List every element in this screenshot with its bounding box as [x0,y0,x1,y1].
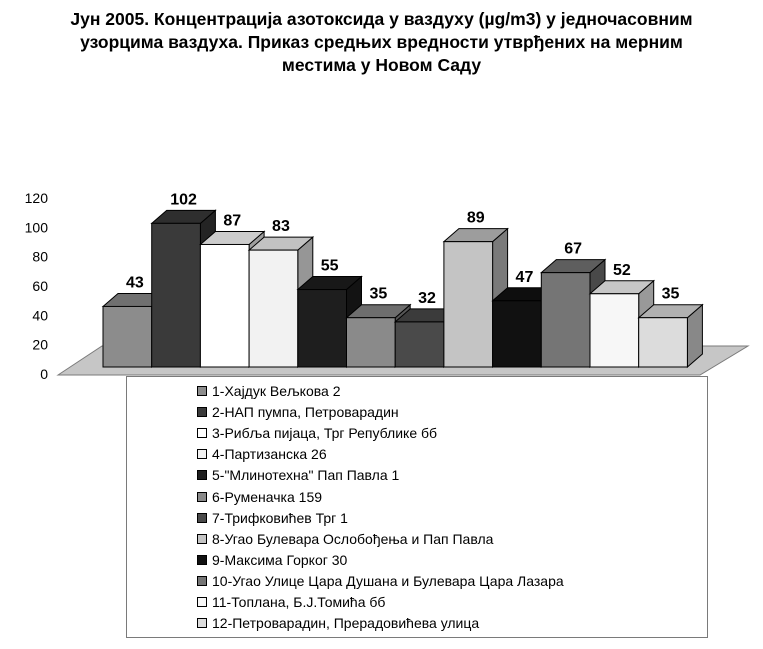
legend-swatch [197,597,207,607]
bar-8 [442,227,509,369]
legend-label: 9-Максима Горког 30 [212,551,348,568]
legend-item: 9-Максима Горког 30 [197,550,347,570]
data-label-12: 35 [662,286,680,303]
legend-swatch [197,575,207,586]
bar-front-face [638,317,688,368]
y-tick-label: 40 [32,307,48,323]
legend-label: 2-НАП пумпа, Петроварадин [212,404,399,421]
legend-label: 3-Рибља пијаца, Трг Републике бб [212,425,438,442]
bar-front-face [151,222,201,368]
y-tick-label: 80 [32,249,48,265]
bar-front-face [297,289,347,368]
y-tick-label: 20 [32,337,48,353]
chart-title-line-3: местима у Новом Саду [281,55,482,75]
legend-label: 12-Петроварадин, Прерадовићева улица [212,615,480,632]
legend-swatch [197,512,207,523]
data-label-9: 47 [516,269,534,286]
y-tick-label: 60 [32,278,48,294]
bar-front-face [346,317,396,368]
legend-label: 8-Угао Булевара Ослобођења и Пап Павла [212,530,494,547]
legend-label: 1-Хајдук Вељкова 2 [212,383,341,399]
legend-swatch [197,407,207,418]
legend-item: 10-Угао Улице Цара Душана и Булевара Цар… [197,571,564,591]
legend-item: 2-НАП пумпа, Петроварадин [197,402,399,422]
legend-label: 11-Топлана, Б.Ј.Томића бб [212,594,386,610]
legend: 1-Хајдук Вељкова 2 2-НАП пумпа, Петровара… [126,376,708,638]
legend-item: 6-Руменачка 159 [197,487,322,507]
data-label-2: 102 [170,191,197,208]
legend-item: 4-Партизанска 26 [197,444,327,464]
legend-item: 11-Топлана, Б.Ј.Томића бб [197,592,385,612]
legend-label: 7-Трифковићев Трг 1 [212,509,348,526]
legend-swatch [197,533,207,544]
data-label-3: 87 [223,212,241,229]
data-label-6: 35 [369,286,387,303]
legend-label: 10-Угао Улице Цара Душана и Булевара Цар… [212,572,564,589]
bar-12 [637,303,704,369]
legend-swatch [197,386,207,396]
data-label-10: 67 [564,241,582,258]
legend-swatch [197,491,207,502]
legend-item: 5-"Млинотехна" Пап Павла 1 [197,465,399,485]
legend-swatch [197,428,207,439]
chart-title-line-1: Јун 2005. Концентрација азотоксида у ваз… [70,9,693,29]
legend-swatch [197,449,207,460]
legend-swatch [197,618,207,629]
legend-item: 8-Угао Булевара Ослобођења и Пап Павла [197,529,493,549]
legend-label: 4-Партизанска 26 [212,446,327,463]
chart-title-line-2: узорцима ваздуха. Приказ средњих вреднос… [80,32,683,52]
legend-item: 7-Трифковићев Трг 1 [197,508,348,528]
data-label-7: 32 [418,290,436,307]
chart-title: Јун 2005. Концентрација азотоксида у ваз… [0,8,763,77]
bar-front-face [589,293,640,368]
bar-front-face [492,300,542,368]
bar-front-face [443,241,494,368]
legend-label: 5-"Млинотехна" Пап Павла 1 [212,467,400,484]
y-axis: 0 20 40 60 80 100 120 [25,190,49,382]
legend-swatch [197,554,207,565]
legend-swatch [197,470,207,481]
legend-item: 12-Петроварадин, Прерадовићева улица [197,613,479,633]
data-label-1: 43 [126,274,144,291]
bar-front-face [102,305,153,368]
legend-item: 3-Рибља пијаца, Трг Републике бб [197,423,437,443]
legend-label: 6-Руменачка 159 [212,488,323,505]
bar-front-face [394,321,445,368]
data-label-5: 55 [321,258,339,275]
data-labels-group: 43 102 87 83 55 35 32 89 47 67 52 35 [126,191,680,307]
y-tick-label: 100 [25,219,49,235]
data-label-11: 52 [613,262,631,279]
legend-item: 1-Хајдук Вељкова 2 [197,381,341,401]
bar-front-face [248,249,299,368]
bars-group [101,209,704,369]
bar-front-face [199,243,250,368]
bar-front-face [540,272,591,368]
bar-6 [345,303,412,369]
y-tick-label: 0 [40,366,48,382]
y-tick-label: 120 [25,190,49,206]
data-label-4: 83 [272,218,290,235]
data-label-8: 89 [467,210,485,227]
